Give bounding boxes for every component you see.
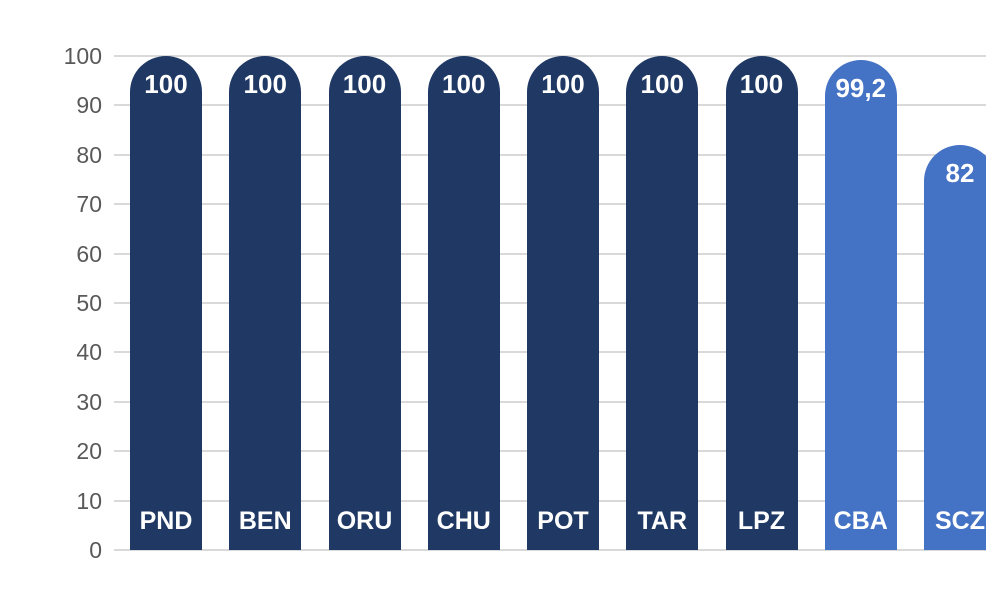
bar-tar: 100 TAR bbox=[626, 56, 699, 550]
y-axis-tick-label: 60 bbox=[76, 240, 102, 267]
bar-category-label: BEN bbox=[238, 507, 292, 535]
bar-category-label: CHU bbox=[436, 507, 491, 535]
gridline bbox=[114, 55, 986, 57]
y-axis-tick-label: 40 bbox=[76, 339, 102, 366]
bar-value-label: 100 bbox=[342, 69, 387, 99]
bar-scz: 82 SCZ bbox=[924, 144, 986, 550]
bar-value-label: 100 bbox=[739, 69, 784, 99]
y-axis-tick-label: 80 bbox=[76, 141, 102, 168]
y-axis-tick-label: 90 bbox=[76, 92, 102, 119]
bar-pot: 100 POT bbox=[527, 56, 599, 550]
bar-category-label: SCZ bbox=[935, 506, 985, 535]
y-axis-tick-label: 10 bbox=[76, 487, 102, 514]
bar-chart: 0 10 20 30 40 50 60 70 80 90 100 100 PND 100 BEN 100 ORU… bbox=[40, 16, 986, 580]
y-axis-tick-label: 0 bbox=[89, 537, 102, 563]
bar-category-label: ORU bbox=[336, 507, 393, 535]
bar-category-label: POT bbox=[537, 507, 589, 535]
y-axis-tick-label: 70 bbox=[76, 191, 102, 218]
bar-value-label: 100 bbox=[243, 69, 287, 99]
bar-value-label: 82 bbox=[945, 157, 975, 188]
bar-category-label: CBA bbox=[833, 506, 888, 535]
y-axis-tick-label: 20 bbox=[76, 438, 102, 465]
bar-lpz: 100 LPZ bbox=[725, 56, 798, 550]
bar-value-label: 100 bbox=[442, 69, 486, 99]
gridline bbox=[114, 549, 986, 551]
bar-cba: 99,2 CBA bbox=[824, 59, 897, 550]
y-axis-tick-label: 50 bbox=[76, 290, 102, 316]
bar-pnd: 100 PND bbox=[130, 56, 202, 550]
bar-value-label: 100 bbox=[144, 69, 188, 99]
y-axis-tick-label: 30 bbox=[76, 388, 102, 415]
bar-category-label: TAR bbox=[637, 507, 688, 535]
bar-chu: 100 CHU bbox=[427, 56, 500, 550]
y-axis-tick-label: 100 bbox=[63, 43, 102, 69]
bar-oru: 100 ORU bbox=[328, 56, 401, 550]
bar-category-label: LPZ bbox=[737, 507, 786, 535]
bar-value-label: 100 bbox=[541, 69, 585, 99]
bar-value-label: 100 bbox=[640, 69, 684, 99]
bar-value-label: 99,2 bbox=[835, 72, 887, 103]
bar-category-label: PND bbox=[139, 507, 193, 535]
bar-ben: 100 BEN bbox=[229, 56, 302, 550]
